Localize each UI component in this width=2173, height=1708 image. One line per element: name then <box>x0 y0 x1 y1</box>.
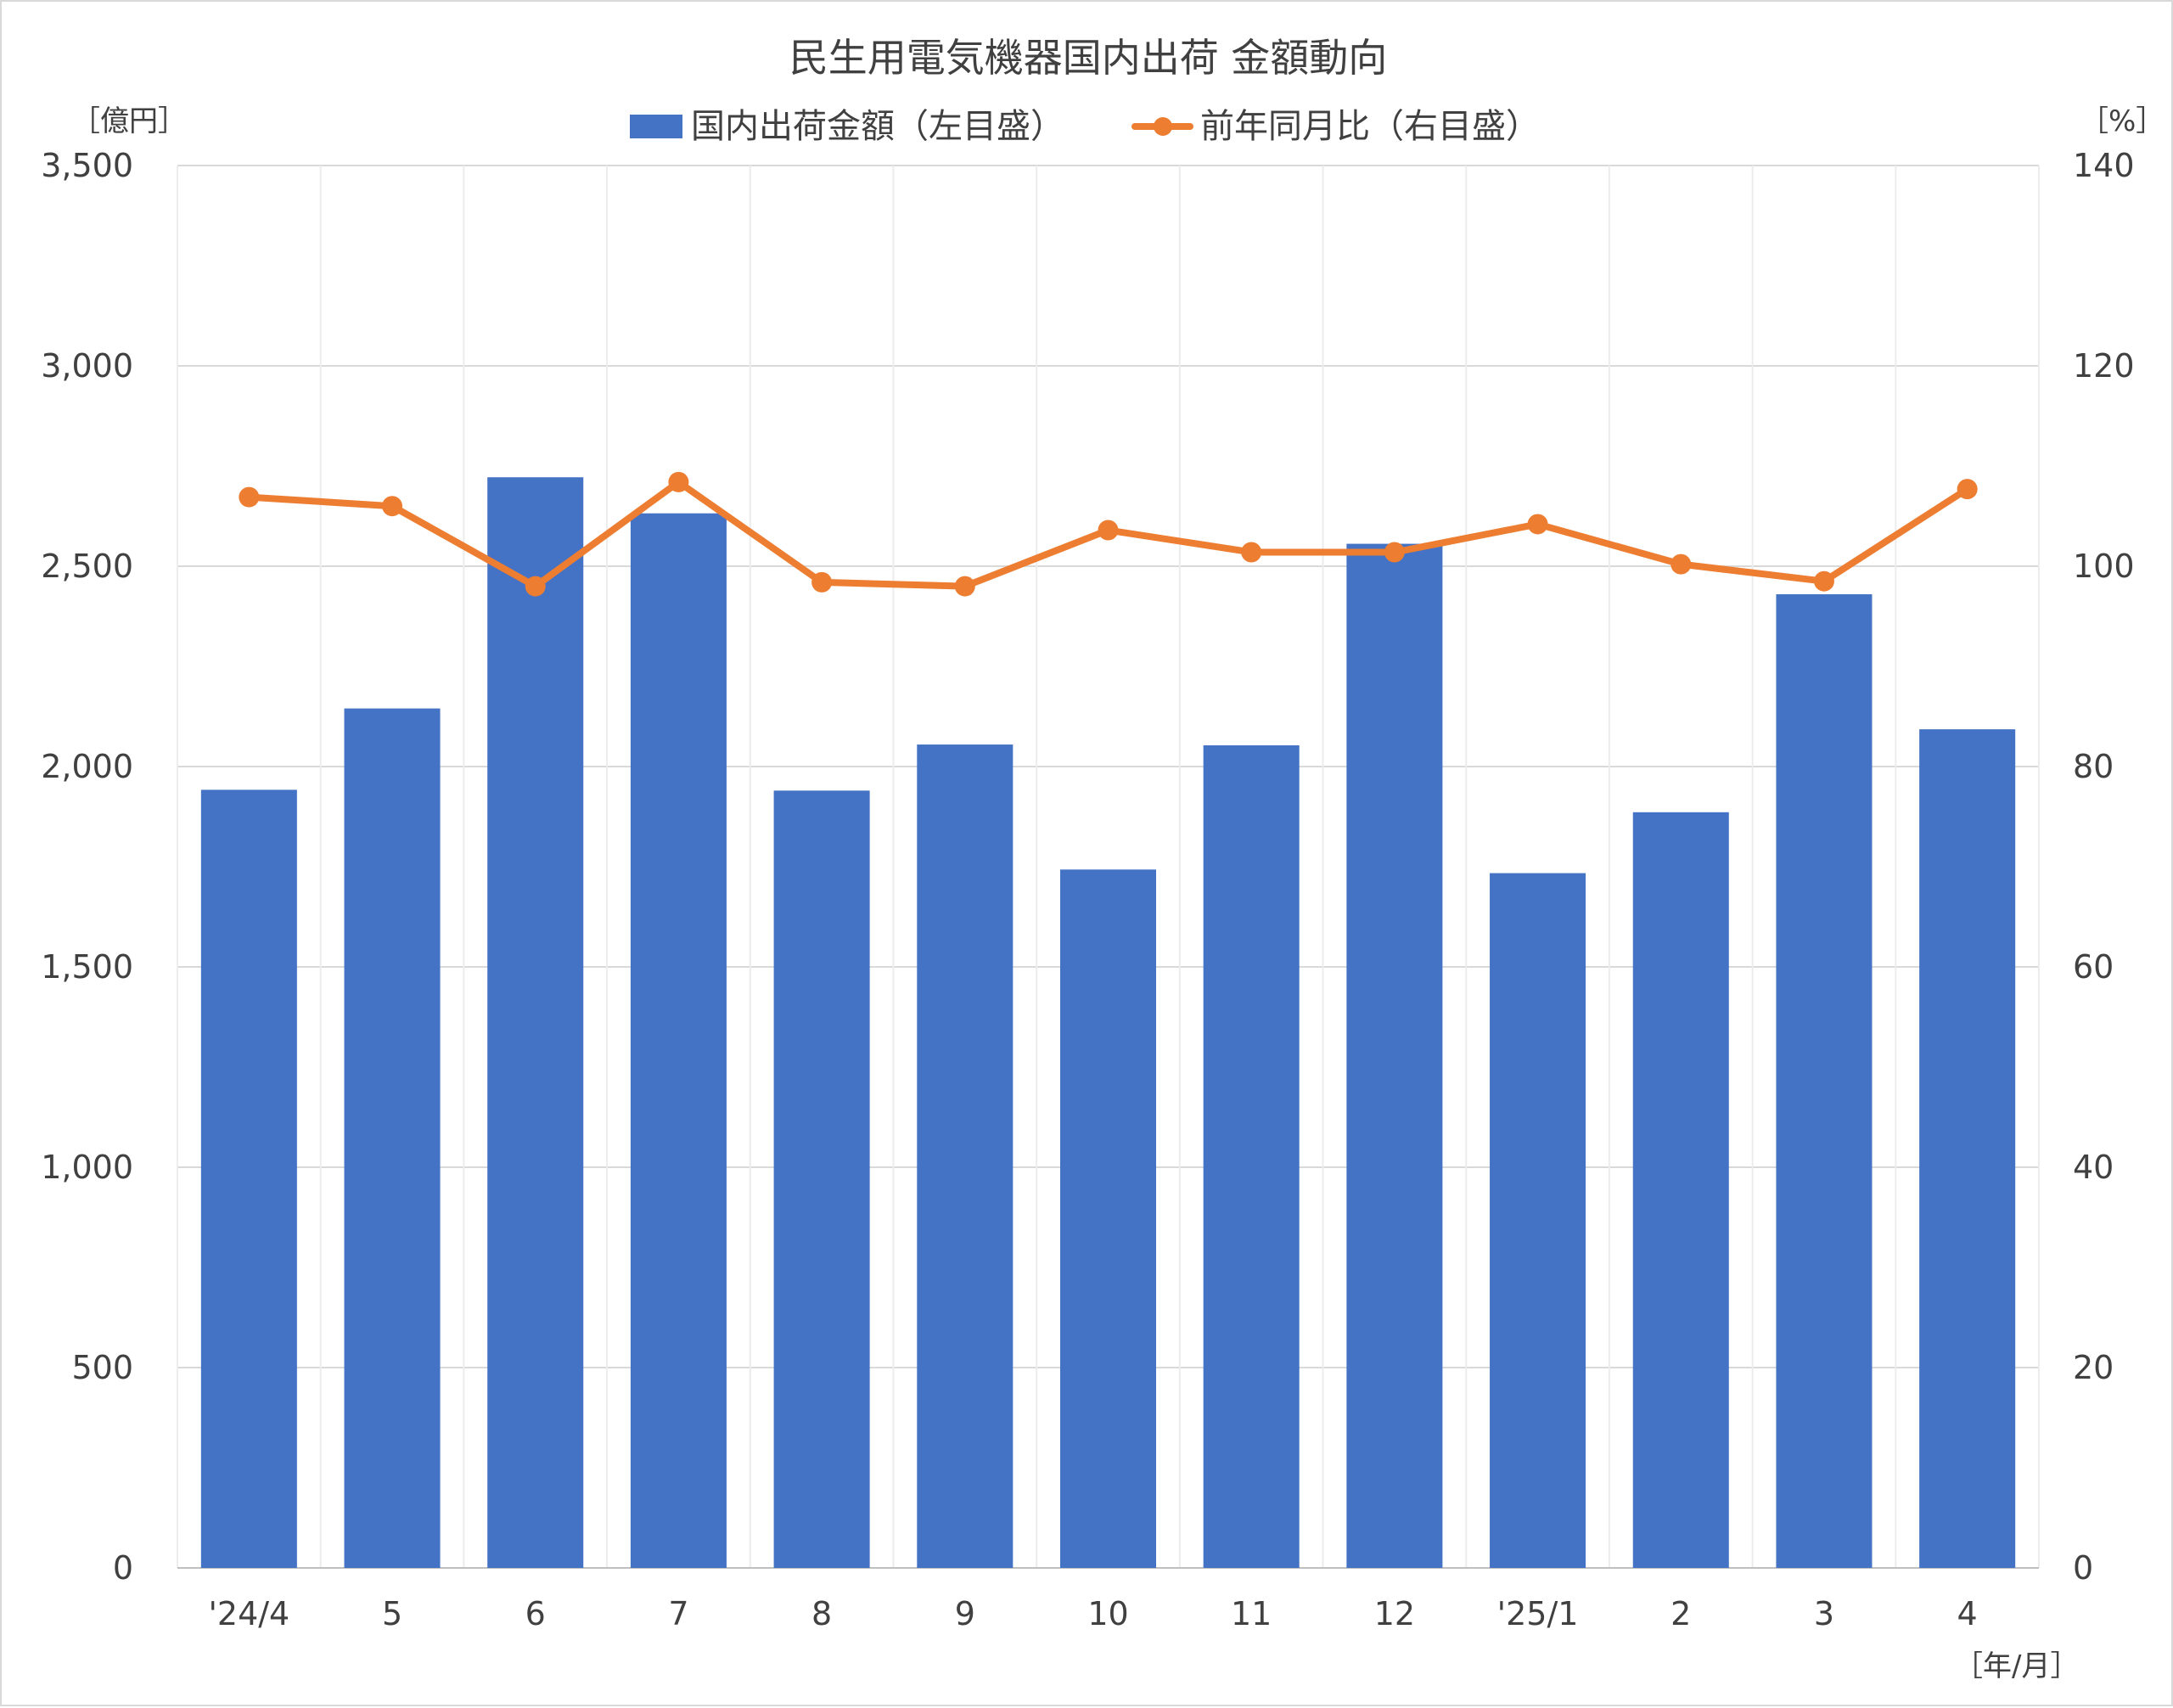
x-tick-label: 8 <box>811 1595 832 1632</box>
line-point <box>1241 542 1262 563</box>
y-right-tick-label: 120 <box>2073 347 2135 385</box>
x-tick-label: 5 <box>382 1595 402 1632</box>
x-tick-label: 11 <box>1231 1595 1272 1632</box>
x-tick-label: '24/4 <box>208 1595 289 1632</box>
x-tick-label: 9 <box>955 1595 975 1632</box>
x-tick-label: 3 <box>1814 1595 1834 1632</box>
y-left-tick-label: 2,500 <box>41 548 133 585</box>
legend: 国内出荷金額（左目盛） 前年同月比（右目盛） <box>630 107 1540 146</box>
bar <box>1059 869 1157 1568</box>
y-right-tick-label: 140 <box>2073 147 2135 184</box>
bar <box>344 708 441 1568</box>
x-tick-label: 2 <box>1670 1595 1691 1632</box>
y-right-tick-label: 0 <box>2073 1549 2093 1587</box>
y-right-tick-label: 40 <box>2073 1149 2114 1186</box>
x-tick-label: 12 <box>1374 1595 1415 1632</box>
bar <box>1776 594 1873 1568</box>
x-unit-label: ［年/月］ <box>1954 1649 2079 1683</box>
x-tick-label: '25/1 <box>1497 1595 1579 1632</box>
y-right-axis: 0 20 40 60 80 100 120 140 <box>2073 147 2135 1587</box>
y-left-tick-label: 1,500 <box>41 948 133 986</box>
bar <box>487 477 584 1568</box>
bar <box>200 789 297 1568</box>
x-tick-label: 4 <box>1957 1595 1978 1632</box>
legend-bar-swatch <box>630 115 682 138</box>
line-point <box>525 576 546 597</box>
x-tick-label: 6 <box>525 1595 546 1632</box>
bar <box>1632 812 1729 1568</box>
y-left-tick-label: 0 <box>113 1549 133 1587</box>
bar <box>773 790 870 1568</box>
line-point <box>1957 479 1978 500</box>
y-left-axis: 0 500 1,000 1,500 2,000 2,500 3,000 3,500 <box>41 147 133 1587</box>
legend-line-marker <box>1154 117 1172 136</box>
line-point <box>382 496 403 517</box>
bar <box>1203 744 1300 1568</box>
y-left-tick-label: 2,000 <box>41 748 133 785</box>
line-point <box>1384 542 1405 563</box>
y-left-tick-label: 500 <box>71 1349 133 1386</box>
y-right-unit-label: ［%］ <box>2080 104 2165 138</box>
bar-series <box>200 477 2016 1568</box>
line-point <box>668 471 689 492</box>
x-axis: '24/4 5 6 7 8 9 10 11 12 '25/1 2 3 4 <box>208 1595 1977 1632</box>
x-tick-label: 7 <box>668 1595 688 1632</box>
line-point <box>811 571 833 593</box>
line-point <box>1098 520 1119 541</box>
x-tick-label: 10 <box>1087 1595 1128 1632</box>
line-point <box>1813 570 1834 592</box>
legend-line-label: 前年同月比（右目盛） <box>1200 107 1540 146</box>
line-point <box>1527 514 1548 535</box>
bar <box>630 513 727 1568</box>
legend-bar-label: 国内出荷金額（左目盛） <box>691 107 1064 146</box>
bar <box>1346 543 1443 1568</box>
line-series <box>239 471 1978 597</box>
line-point <box>954 576 975 597</box>
y-left-tick-label: 3,000 <box>41 347 133 385</box>
y-left-unit-label: ［億円］ <box>71 104 187 138</box>
line-point <box>239 486 260 508</box>
y-left-tick-label: 3,500 <box>41 147 133 184</box>
bar <box>1490 873 1586 1568</box>
bar <box>917 744 1014 1568</box>
y-left-tick-label: 1,000 <box>41 1149 133 1186</box>
y-right-tick-label: 60 <box>2073 948 2114 986</box>
y-right-tick-label: 80 <box>2073 748 2114 785</box>
y-right-tick-label: 20 <box>2073 1349 2114 1386</box>
bar <box>1919 729 2016 1568</box>
chart-title: 民生用電気機器国内出荷 金額動向 <box>789 35 1388 81</box>
line-point <box>1670 553 1692 575</box>
y-right-tick-label: 100 <box>2073 548 2135 585</box>
